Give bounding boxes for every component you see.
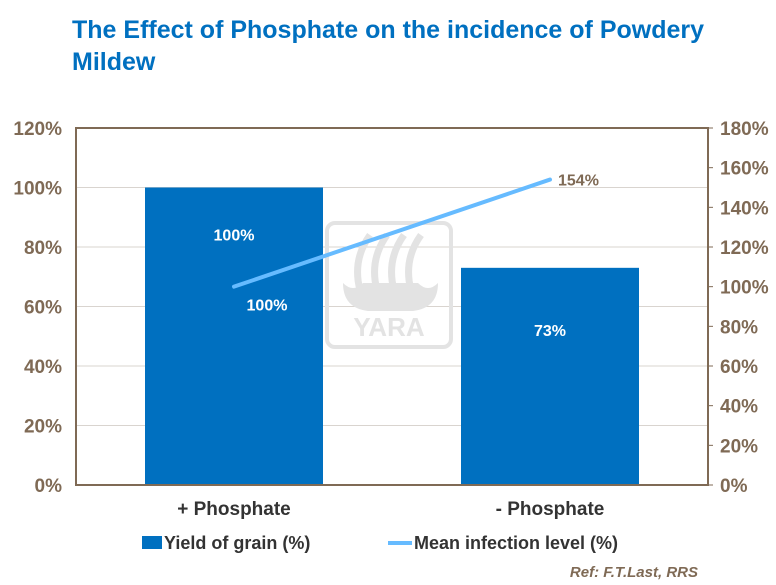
line-series bbox=[232, 177, 552, 289]
left-axis-tick-label: 40% bbox=[24, 357, 62, 378]
svg-text:YARA: YARA bbox=[353, 312, 425, 342]
right-axis-tick-label: 20% bbox=[720, 436, 758, 457]
category-label: - Phosphate bbox=[496, 499, 605, 520]
left-axis-tick-label: 60% bbox=[24, 298, 62, 319]
legend-label: Yield of grain (%) bbox=[164, 533, 310, 553]
reference-note: Ref: F.T.Last, RRS bbox=[569, 564, 698, 581]
line-data-label: 100% bbox=[247, 298, 288, 315]
legend-label: Mean infection level (%) bbox=[414, 533, 618, 553]
right-axis-tick-label: 160% bbox=[720, 159, 769, 180]
bar bbox=[145, 187, 323, 485]
left-axis-tick-label: 20% bbox=[24, 417, 62, 438]
right-axis-tick-label: 80% bbox=[720, 317, 758, 338]
right-axis-tick-label: 40% bbox=[720, 397, 758, 418]
left-axis-tick-label: 0% bbox=[35, 476, 63, 497]
category-label: + Phosphate bbox=[177, 499, 291, 520]
left-axis-tick-label: 100% bbox=[13, 179, 62, 200]
chart-title: The Effect of Phosphate on the incidence… bbox=[72, 16, 705, 76]
right-axis-tick-label: 120% bbox=[720, 238, 769, 259]
line-data-label: 154% bbox=[558, 173, 599, 190]
right-axis-tick-label: 60% bbox=[720, 357, 758, 378]
left-axis-tick-label: 120% bbox=[13, 119, 62, 140]
bar-data-label: 73% bbox=[534, 323, 566, 340]
yara-watermark-logo: YARA bbox=[325, 221, 453, 349]
right-axis-tick-label: 180% bbox=[720, 119, 769, 140]
right-axis-tick-label: 140% bbox=[720, 198, 769, 219]
legend-bar-swatch bbox=[142, 536, 162, 549]
bar bbox=[461, 267, 639, 485]
right-axis-tick-label: 0% bbox=[720, 476, 748, 497]
plot-area-border bbox=[75, 127, 709, 486]
bar-data-label: 100% bbox=[214, 228, 255, 245]
right-axis-tick-label: 100% bbox=[720, 278, 769, 299]
left-axis-tick-label: 80% bbox=[24, 238, 62, 259]
